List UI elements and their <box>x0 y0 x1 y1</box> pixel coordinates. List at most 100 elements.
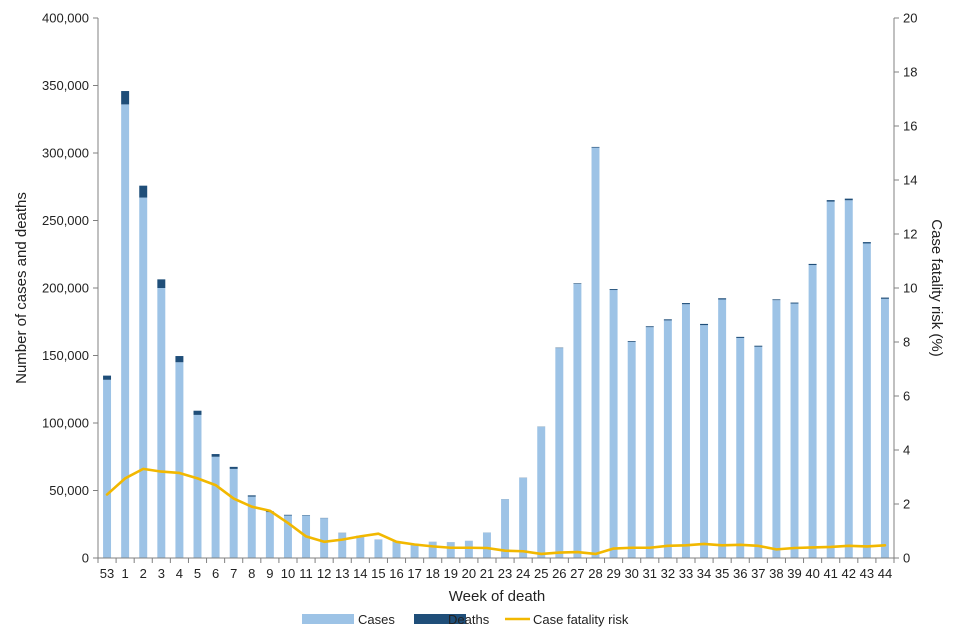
y-right-tick-label: 10 <box>903 281 917 296</box>
x-tick-label: 42 <box>842 566 856 581</box>
bar-cases-8 <box>247 496 256 558</box>
bar-deaths-8 <box>247 495 256 497</box>
x-tick-label: 38 <box>769 566 783 581</box>
bar-deaths-35 <box>718 298 727 300</box>
x-tick-label: 29 <box>606 566 620 581</box>
y-left-tick-label: 250,000 <box>42 213 89 228</box>
bar-deaths-32 <box>663 319 672 321</box>
bar-cases-34 <box>700 325 709 558</box>
bar-cases-39 <box>790 303 799 558</box>
x-tick-label: 17 <box>407 566 421 581</box>
bar-cases-2 <box>139 197 148 559</box>
bar-cases-32 <box>663 320 672 558</box>
y-left-tick-label: 300,000 <box>42 146 89 161</box>
bar-cases-25 <box>537 426 546 558</box>
x-tick-label: 23 <box>498 566 512 581</box>
bar-cases-9 <box>265 512 274 558</box>
x-tick-label: 15 <box>371 566 385 581</box>
bar-deaths-37 <box>754 345 763 347</box>
bar-deaths-41 <box>826 200 835 202</box>
x-tick-label: 18 <box>425 566 439 581</box>
y-left-tick-label: 100,000 <box>42 416 89 431</box>
bar-deaths-5 <box>193 410 202 415</box>
x-tick-label: 26 <box>552 566 566 581</box>
x-tick-label: 10 <box>281 566 295 581</box>
x-tick-label: 53 <box>100 566 114 581</box>
line-case-fatality-risk <box>105 467 887 556</box>
x-tick-label: 16 <box>389 566 403 581</box>
bar-cases-42 <box>844 200 853 558</box>
x-tick-label: 21 <box>480 566 494 581</box>
y-left-tick-label: 150,000 <box>42 348 89 363</box>
bar-cases-53 <box>103 379 112 558</box>
bar-cases-30 <box>627 342 636 558</box>
y-left-tick-label: 400,000 <box>42 11 89 26</box>
y-right-tick-label: 8 <box>903 335 910 350</box>
bar-deaths-2 <box>139 185 148 198</box>
plot-area <box>103 91 889 559</box>
x-tick-label: 6 <box>212 566 219 581</box>
x-tick-label: 35 <box>715 566 729 581</box>
y-right-tick-label: 18 <box>903 65 917 80</box>
y-right-tick-label: 6 <box>903 389 910 404</box>
x-tick-label: 1 <box>122 566 129 581</box>
bar-cases-41 <box>826 201 835 558</box>
bar-deaths-33 <box>681 303 690 305</box>
x-tick-label: 9 <box>266 566 273 581</box>
y-right-tick-label: 12 <box>903 227 917 242</box>
x-tick-label: 7 <box>230 566 237 581</box>
x-tick-label: 43 <box>860 566 874 581</box>
x-tick-label: 3 <box>158 566 165 581</box>
x-tick-label: 37 <box>751 566 765 581</box>
bar-deaths-31 <box>645 326 654 328</box>
bar-cases-40 <box>808 265 817 558</box>
bar-cases-10 <box>283 515 292 558</box>
legend-label-case-fatality-risk: Case fatality risk <box>533 612 629 627</box>
bar-cases-23 <box>501 499 510 558</box>
x-tick-label: 20 <box>462 566 476 581</box>
x-tick-label: 14 <box>353 566 367 581</box>
legend-label-cases: Cases <box>358 612 395 627</box>
x-tick-label: 13 <box>335 566 349 581</box>
bar-deaths-53 <box>103 375 112 380</box>
bar-deaths-44 <box>880 297 889 299</box>
x-tick-label: 40 <box>805 566 819 581</box>
bar-cases-18 <box>428 541 437 558</box>
bar-cases-5 <box>193 414 202 558</box>
bar-deaths-29 <box>609 289 618 291</box>
y-left-tick-label: 350,000 <box>42 78 89 93</box>
bar-deaths-10 <box>283 514 292 516</box>
legend-swatch-cases <box>302 614 354 624</box>
bar-cases-16 <box>392 541 401 558</box>
x-tick-label: 24 <box>516 566 530 581</box>
x-tick-label: 41 <box>823 566 837 581</box>
bar-cases-26 <box>555 348 564 558</box>
x-tick-label: 32 <box>661 566 675 581</box>
bar-cases-1 <box>121 104 130 559</box>
bar-cases-12 <box>320 518 329 558</box>
bar-cases-17 <box>410 543 419 558</box>
bar-cases-33 <box>681 304 690 558</box>
bar-cases-13 <box>338 533 347 558</box>
bar-cases-19 <box>446 542 455 558</box>
bar-cases-38 <box>772 300 781 558</box>
bar-deaths-4 <box>175 356 184 363</box>
bar-deaths-27 <box>573 283 582 284</box>
x-tick-label: 27 <box>570 566 584 581</box>
bar-cases-24 <box>519 477 528 558</box>
bar-deaths-3 <box>157 279 166 288</box>
bar-cases-20 <box>464 540 473 558</box>
legend: Cases Deaths Case fatality risk <box>302 612 629 627</box>
bar-cases-27 <box>573 283 582 558</box>
y-right-tick-label: 0 <box>903 551 910 566</box>
x-tick-label: 8 <box>248 566 255 581</box>
y-left-tick-label: 50,000 <box>49 483 89 498</box>
bar-deaths-7 <box>229 466 238 469</box>
bar-cases-4 <box>175 362 184 558</box>
x-axis-title: Week of death <box>449 588 545 605</box>
bar-deaths-43 <box>862 242 871 244</box>
bar-cases-37 <box>754 346 763 558</box>
bar-cases-7 <box>229 468 238 558</box>
bar-cases-31 <box>645 327 654 558</box>
